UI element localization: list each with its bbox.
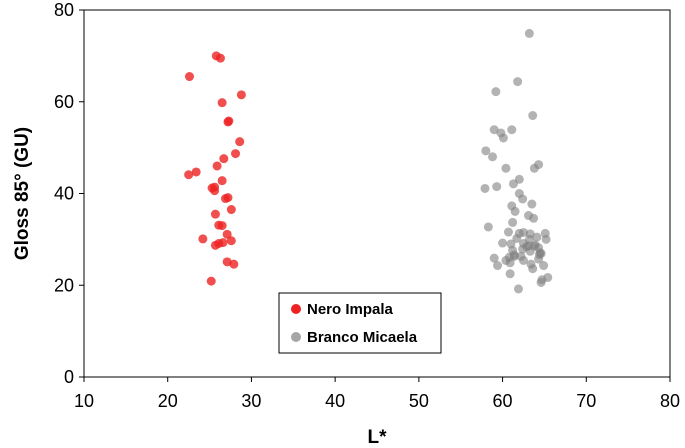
point-nero-impala <box>215 53 225 63</box>
x-tick-label: 50 <box>409 391 429 411</box>
point-branco-micaela <box>489 253 499 263</box>
point-branco-micaela <box>519 227 528 237</box>
legend: Nero Impala Branco Micaela <box>278 292 442 354</box>
point-nero-impala <box>235 137 245 147</box>
point-branco-micaela <box>483 222 493 232</box>
point-nero-impala <box>210 209 220 219</box>
point-nero-impala <box>226 236 236 246</box>
point-branco-micaela <box>524 28 534 38</box>
point-branco-micaela <box>528 111 538 121</box>
point-branco-micaela <box>508 217 518 227</box>
point-branco-micaela <box>481 146 491 156</box>
legend-marker-branco-micaela <box>291 332 301 342</box>
point-nero-impala <box>212 161 222 171</box>
point-branco-micaela <box>492 182 502 192</box>
point-branco-micaela <box>507 125 517 135</box>
x-tick-label: 20 <box>158 391 178 411</box>
point-branco-micaela <box>513 77 523 87</box>
point-nero-impala <box>210 240 220 250</box>
x-tick-label: 60 <box>493 391 513 411</box>
point-nero-impala <box>231 149 241 159</box>
point-branco-micaela <box>508 179 518 189</box>
x-axis-ticks: 10 20 30 40 50 60 70 80 <box>74 377 680 411</box>
point-branco-micaela <box>510 206 520 216</box>
point-branco-micaela <box>518 244 528 254</box>
point-branco-micaela <box>539 261 549 271</box>
point-nero-impala <box>198 234 208 244</box>
legend-marker-nero-impala <box>291 304 301 314</box>
point-branco-micaela <box>501 163 511 173</box>
point-branco-micaela <box>503 227 513 237</box>
point-branco-micaela <box>525 246 535 256</box>
y-tick-label: 40 <box>54 184 74 204</box>
point-nero-impala <box>229 259 239 269</box>
point-branco-micaela <box>536 277 546 287</box>
y-tick-label: 0 <box>64 367 74 387</box>
point-branco-micaela <box>512 233 522 243</box>
point-branco-micaela <box>529 163 539 173</box>
point-branco-micaela <box>513 284 523 294</box>
point-branco-micaela <box>529 213 539 223</box>
point-nero-impala <box>217 176 227 186</box>
point-nero-impala <box>206 276 216 286</box>
point-nero-impala <box>217 98 227 108</box>
point-branco-micaela <box>489 125 499 135</box>
point-nero-impala <box>226 205 236 215</box>
point-nero-impala <box>222 229 232 239</box>
point-branco-micaela <box>498 238 508 248</box>
y-tick-label: 20 <box>54 275 74 295</box>
point-branco-micaela <box>519 255 528 265</box>
point-nero-impala <box>236 90 246 100</box>
x-tick-label: 10 <box>74 391 94 411</box>
point-branco-micaela <box>527 199 537 209</box>
point-nero-impala <box>220 194 230 204</box>
point-nero-impala <box>219 154 229 164</box>
y-tick-label: 80 <box>54 0 74 20</box>
legend-label-branco-micaela: Branco Micaela <box>307 329 418 346</box>
point-branco-micaela <box>518 194 528 204</box>
point-nero-impala <box>218 238 228 248</box>
point-branco-micaela <box>505 269 515 279</box>
x-tick-label: 70 <box>576 391 596 411</box>
point-branco-micaela <box>534 250 544 260</box>
y-axis-ticks: 0 20 40 60 80 <box>54 0 84 387</box>
x-tick-label: 80 <box>660 391 680 411</box>
point-branco-micaela <box>480 183 490 193</box>
point-branco-micaela <box>509 251 519 261</box>
legend-box <box>278 292 442 354</box>
point-branco-micaela <box>498 133 508 143</box>
y-axis-title: Gloss 85° (GU) <box>12 127 33 260</box>
point-branco-micaela <box>528 264 538 274</box>
y-tick-label: 60 <box>54 92 74 112</box>
point-nero-impala <box>223 117 233 127</box>
x-axis-title: L* <box>368 427 388 448</box>
point-branco-micaela <box>532 232 542 242</box>
point-branco-micaela <box>488 152 498 162</box>
legend-label-nero-impala: Nero Impala <box>307 301 394 318</box>
point-nero-impala <box>210 182 220 192</box>
point-nero-impala <box>184 72 194 82</box>
data-points <box>184 28 553 294</box>
x-tick-label: 30 <box>241 391 261 411</box>
point-nero-impala <box>217 221 227 231</box>
point-nero-impala <box>191 167 201 177</box>
point-branco-micaela <box>493 261 503 271</box>
x-tick-label: 40 <box>325 391 345 411</box>
point-branco-micaela <box>505 258 515 268</box>
point-branco-micaela <box>491 87 501 97</box>
point-nero-impala <box>184 170 194 180</box>
point-branco-micaela <box>541 234 551 244</box>
